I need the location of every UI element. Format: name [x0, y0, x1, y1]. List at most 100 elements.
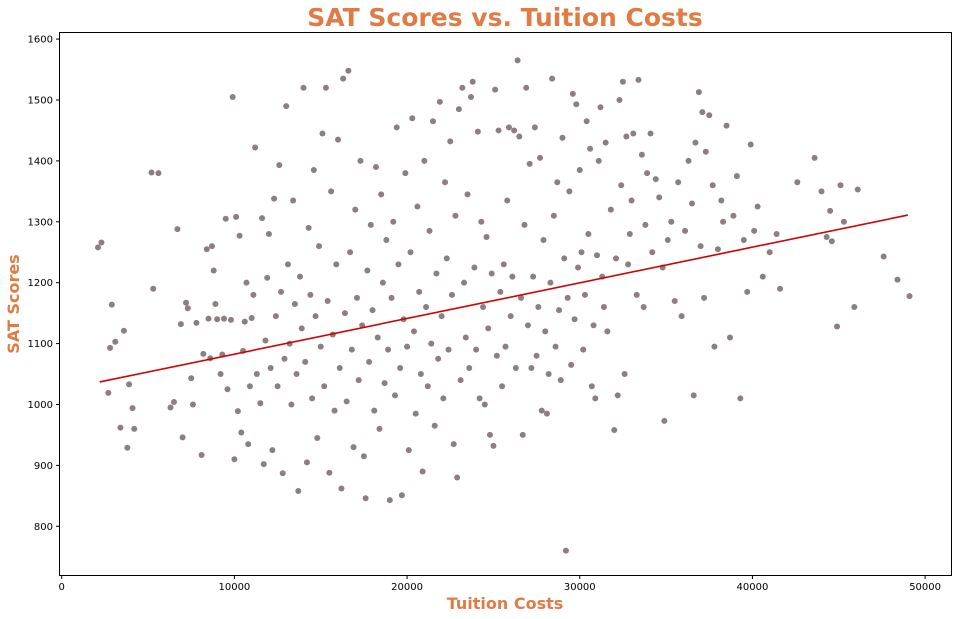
- scatter-point: [272, 313, 279, 320]
- scatter-point: [105, 389, 112, 396]
- scatter-point: [343, 398, 350, 405]
- scatter-point: [880, 253, 887, 260]
- scatter-point: [549, 75, 556, 82]
- scatter-point: [234, 408, 241, 415]
- scatter-point: [379, 279, 386, 286]
- scatter-point: [604, 328, 611, 335]
- scatter-point: [283, 103, 290, 110]
- scatter-point: [640, 304, 647, 311]
- scatter-point: [447, 138, 454, 145]
- scatter-point: [398, 492, 405, 499]
- scatter-point: [709, 182, 716, 189]
- scatter-point: [360, 453, 367, 460]
- x-axis: 0 10000 20000 30000 40000 50000: [59, 575, 941, 593]
- scatter-point: [671, 297, 678, 304]
- scatter-point: [652, 176, 659, 183]
- y-axis-label: SAT Scores: [4, 254, 23, 353]
- scatter-point: [576, 167, 583, 174]
- scatter-point: [324, 297, 331, 304]
- scatter-point: [466, 364, 473, 371]
- scatter-point: [688, 200, 695, 207]
- scatter-point: [600, 304, 607, 311]
- scatter-point: [203, 246, 210, 253]
- scatter-point: [376, 425, 383, 432]
- scatter-point: [288, 401, 295, 408]
- scatter-point: [664, 237, 671, 244]
- scatter-point: [777, 285, 784, 292]
- y-axis: 800 900 1000 1100 1200 1300 1400 1500 1600: [28, 35, 60, 533]
- y-tick-label: 1000: [28, 400, 53, 411]
- scatter-point: [488, 270, 495, 277]
- scatter-point: [682, 227, 689, 234]
- x-tick-label: 40000: [737, 582, 769, 593]
- scatter-point: [587, 145, 594, 152]
- scatter-point: [378, 191, 385, 198]
- scatter-point: [550, 212, 557, 219]
- scatter-point: [811, 154, 818, 161]
- scatter-point: [474, 128, 481, 135]
- scatter-point: [131, 425, 138, 432]
- scatter-point: [834, 323, 841, 330]
- scatter-point: [348, 346, 355, 353]
- scatter-point: [112, 338, 119, 345]
- scatter-point: [524, 322, 531, 329]
- scatter-point: [492, 86, 499, 93]
- scatter-point: [747, 141, 754, 148]
- scatter-point: [711, 343, 718, 350]
- scatter-point: [561, 255, 568, 262]
- scatter-point: [385, 346, 392, 353]
- scatter-point: [417, 371, 424, 378]
- scatter-point: [906, 293, 913, 300]
- scatter-point: [625, 261, 632, 268]
- y-tick-label: 1600: [28, 35, 53, 46]
- scatter-point: [759, 273, 766, 280]
- scatter-point: [317, 343, 324, 350]
- scatter-point: [302, 358, 309, 365]
- scatter-point: [602, 139, 609, 146]
- scatter-point: [473, 346, 480, 353]
- scatter-point: [167, 404, 174, 411]
- scatter-point: [714, 246, 721, 253]
- scatter-point: [621, 371, 628, 378]
- scatter-point: [241, 318, 248, 325]
- scatter-point: [542, 328, 549, 335]
- scatter-point: [305, 224, 312, 231]
- scatter-point: [419, 468, 426, 475]
- scatter-point: [462, 334, 469, 341]
- scatter-point: [559, 134, 566, 141]
- scatter-point: [303, 459, 310, 466]
- scatter-point: [397, 364, 404, 371]
- scatter-point: [635, 76, 642, 83]
- scatter-point: [469, 78, 476, 85]
- scatter-point: [630, 130, 637, 137]
- chart-title: SAT Scores vs. Tuition Costs: [307, 3, 703, 32]
- scatter-point: [335, 136, 342, 143]
- scatter-point: [404, 343, 411, 350]
- scatter-point: [450, 441, 457, 448]
- scatter-point: [597, 104, 604, 111]
- y-tick-label: 1300: [28, 217, 53, 228]
- scatter-point: [428, 340, 435, 347]
- scatter-point: [179, 434, 186, 441]
- scatter-point: [723, 122, 730, 129]
- scatter-point: [471, 264, 478, 271]
- scatter-point: [854, 186, 861, 193]
- scatter-point: [702, 148, 709, 155]
- scatter-point: [454, 474, 461, 481]
- scatter-point: [583, 118, 590, 125]
- scatter-point: [423, 304, 430, 311]
- scatter-point: [214, 316, 221, 323]
- scatter-point: [257, 400, 264, 407]
- scatter-point: [585, 230, 592, 237]
- scatter-point: [371, 407, 378, 414]
- scatter-point: [512, 364, 519, 371]
- scatter-point: [545, 371, 552, 378]
- scatter-point: [229, 93, 236, 100]
- scatter-point: [533, 352, 540, 359]
- scatter-point: [656, 194, 663, 201]
- scatter-point: [150, 285, 157, 292]
- scatter-point: [421, 157, 428, 164]
- scatter-point: [264, 274, 271, 281]
- scatter-point: [312, 313, 319, 320]
- y-tick-label: 900: [34, 461, 53, 472]
